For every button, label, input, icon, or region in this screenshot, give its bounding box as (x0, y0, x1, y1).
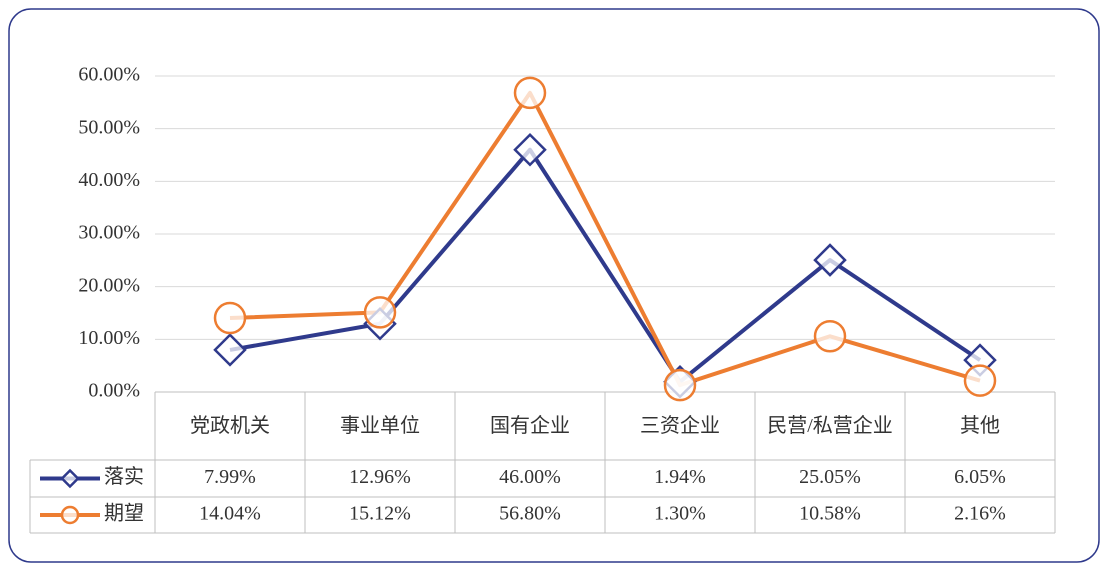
value-label: 14.04% (199, 503, 261, 525)
frame (8, 8, 1100, 563)
y-tick-label: 0.00% (88, 380, 140, 402)
value-label: 56.80% (499, 503, 561, 525)
point-marker (813, 320, 847, 353)
legend-label: 落实 (104, 465, 144, 488)
legend-marker (60, 468, 80, 489)
point-marker (363, 296, 397, 329)
legend-label: 期望 (104, 502, 144, 525)
point-marker (213, 301, 247, 335)
y-tick-label: 50.00% (78, 116, 140, 138)
x-tick-label: 其他 (960, 415, 1000, 437)
value-label: 12.96% (349, 466, 411, 488)
value-label: 2.16% (954, 503, 1006, 525)
point-marker (813, 243, 847, 277)
point-marker (663, 368, 697, 402)
x-tick-label: 三资企业 (640, 415, 720, 437)
y-tick-label: 40.00% (78, 169, 140, 191)
value-label: 46.00% (499, 466, 561, 488)
point-marker (963, 364, 997, 397)
y-tick-label: 60.00% (78, 64, 140, 86)
x-tick-label: 国有企业 (490, 415, 570, 437)
value-label: 6.05% (954, 466, 1006, 488)
value-label: 1.30% (654, 503, 706, 525)
point-marker (513, 132, 547, 167)
value-label: 1.94% (654, 466, 706, 488)
value-label: 15.12% (349, 503, 411, 525)
legend-marker (60, 505, 80, 525)
x-tick-label: 事业单位 (340, 415, 420, 437)
value-label: 7.99% (204, 466, 256, 488)
point-marker (513, 76, 547, 110)
x-tick-label: 党政机关 (190, 415, 270, 437)
value-label: 25.05% (799, 466, 861, 488)
series-line (229, 147, 982, 384)
x-tick-label: 民营/私营企业 (767, 415, 893, 437)
value-label: 10.58% (799, 503, 861, 525)
point-marker (213, 333, 247, 367)
y-tick-label: 20.00% (78, 274, 140, 296)
y-tick-label: 10.00% (78, 327, 140, 349)
series-line (229, 90, 981, 388)
y-tick-label: 30.00% (78, 222, 140, 244)
